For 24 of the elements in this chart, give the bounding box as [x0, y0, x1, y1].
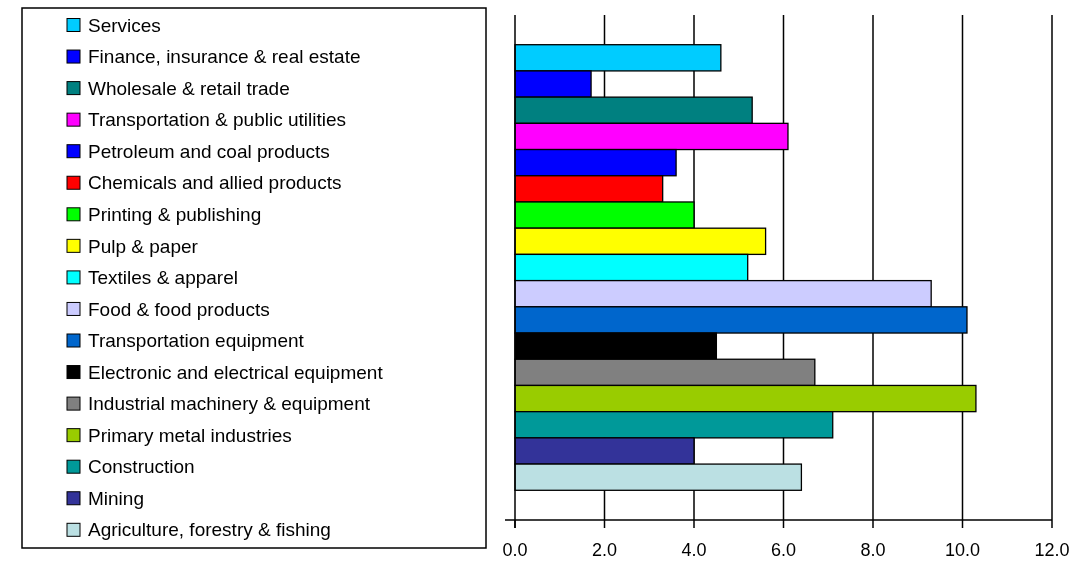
- legend-label: Food & food products: [88, 298, 270, 320]
- legend-label: Petroleum and coal products: [88, 140, 330, 162]
- legend-label: Services: [88, 14, 161, 36]
- x-tick-label: 0.0: [502, 540, 528, 560]
- x-tick-label: 4.0: [681, 540, 707, 560]
- legend-label: Industrial machinery & equipment: [88, 393, 371, 415]
- legend-label: Chemicals and allied products: [88, 172, 342, 194]
- x-tick-label: 12.0: [1034, 540, 1070, 560]
- legend-label: Agriculture, forestry & fishing: [88, 519, 331, 541]
- legend-label: Electronic and electrical equipment: [88, 361, 384, 383]
- legend-label: Textiles & apparel: [88, 267, 238, 289]
- legend-label: Pulp & paper: [88, 235, 199, 257]
- legend-label: Construction: [88, 456, 195, 478]
- legend-label: Mining: [88, 487, 144, 509]
- legend-label: Transportation & public utilities: [88, 109, 347, 131]
- legend-label: Finance, insurance & real estate: [88, 46, 361, 68]
- x-tick-label: 10.0: [944, 540, 981, 560]
- legend-label: Primary metal industries: [88, 424, 292, 446]
- x-tick-label: 8.0: [860, 540, 886, 560]
- legend-label: Printing & publishing: [88, 203, 262, 225]
- x-tick-label: 2.0: [591, 540, 618, 560]
- legend-label: Transportation equipment: [88, 330, 305, 352]
- legend-label: Wholesale & retail trade: [88, 77, 290, 99]
- x-tick-label: 6.0: [770, 540, 797, 560]
